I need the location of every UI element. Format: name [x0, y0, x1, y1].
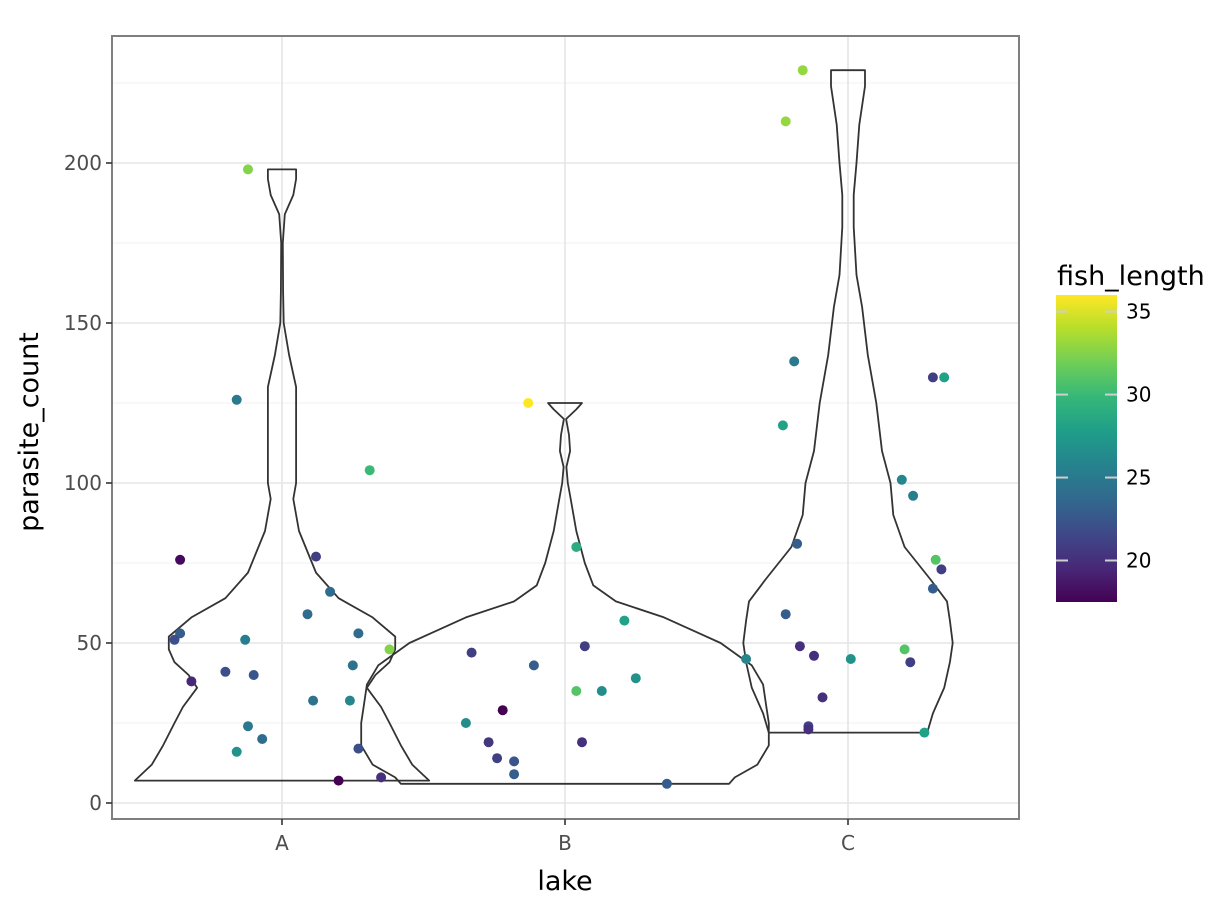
plot-panel	[111, 35, 1020, 820]
data-point	[186, 676, 197, 687]
data-point	[483, 737, 494, 748]
data-point	[325, 586, 336, 597]
y-axis-title: parasite_count	[14, 332, 45, 532]
data-point	[376, 772, 387, 783]
data-point	[353, 743, 364, 754]
data-point	[777, 420, 788, 431]
data-point	[175, 554, 186, 565]
data-point	[789, 356, 800, 367]
data-point	[780, 609, 791, 620]
data-point	[220, 666, 231, 677]
data-point	[596, 686, 607, 696]
violin-B	[360, 402, 770, 785]
x-tick-label: C	[841, 831, 855, 855]
data-point	[930, 554, 941, 565]
data-point	[302, 609, 313, 620]
data-point	[240, 634, 251, 645]
data-point	[243, 721, 253, 732]
data-point	[523, 398, 534, 408]
data-point	[908, 490, 919, 501]
colorbar-label: 20	[1126, 549, 1151, 573]
legend-title: fish_length	[1057, 261, 1205, 292]
x-axis-title: lake	[537, 866, 592, 897]
x-axis: A B C	[275, 819, 855, 855]
data-point	[509, 756, 520, 767]
data-point	[809, 650, 819, 661]
data-point	[497, 705, 508, 716]
data-point	[896, 474, 907, 485]
colorbar-label: 35	[1126, 300, 1151, 324]
data-point	[794, 641, 805, 652]
data-point	[577, 737, 587, 748]
data-point	[231, 394, 242, 405]
data-point	[509, 769, 520, 780]
data-point	[243, 164, 253, 175]
data-point	[353, 628, 364, 639]
data-point	[460, 718, 471, 728]
y-tick-label: 200	[64, 151, 102, 175]
violin-C	[742, 69, 954, 734]
colorbar-label: 25	[1126, 466, 1151, 490]
data-point	[927, 372, 938, 383]
color-legend: fish_length 20 25 30 35	[1056, 261, 1205, 602]
data-point	[466, 647, 477, 658]
data-point	[492, 753, 503, 764]
data-point	[579, 641, 590, 652]
data-point	[231, 746, 242, 757]
data-point	[571, 686, 582, 696]
data-point	[817, 692, 828, 703]
data-point	[936, 564, 947, 575]
data-point	[257, 734, 268, 744]
data-point	[384, 644, 395, 655]
data-point	[899, 644, 910, 655]
data-point	[939, 372, 950, 383]
data-point	[347, 660, 358, 671]
data-point	[845, 654, 856, 664]
data-point	[905, 657, 916, 668]
violin-A	[133, 168, 431, 782]
y-tick-label: 100	[64, 471, 102, 495]
x-tick-label: A	[275, 831, 289, 855]
y-axis: 0 50 100 150 200	[64, 151, 112, 815]
data-point	[528, 660, 539, 671]
data-point	[661, 778, 672, 789]
colorbar-label: 30	[1126, 383, 1151, 407]
data-point	[248, 670, 259, 680]
data-point	[308, 695, 319, 706]
x-tick-label: B	[558, 831, 572, 855]
data-point	[919, 727, 930, 738]
data-point	[311, 551, 321, 562]
data-point	[333, 775, 344, 786]
data-point	[571, 542, 582, 552]
data-point	[792, 538, 803, 549]
data-point	[797, 65, 808, 76]
data-point	[927, 583, 938, 594]
data-point	[364, 465, 375, 476]
data-point	[344, 695, 355, 706]
data-point	[741, 654, 752, 664]
data-point	[619, 615, 630, 626]
data-point	[780, 116, 791, 127]
data-point	[803, 724, 814, 735]
colorbar	[1056, 295, 1117, 602]
y-tick-label: 0	[89, 791, 102, 815]
y-tick-label: 50	[77, 631, 102, 655]
data-point	[169, 634, 180, 645]
y-tick-label: 150	[64, 311, 102, 335]
data-point	[630, 673, 641, 684]
